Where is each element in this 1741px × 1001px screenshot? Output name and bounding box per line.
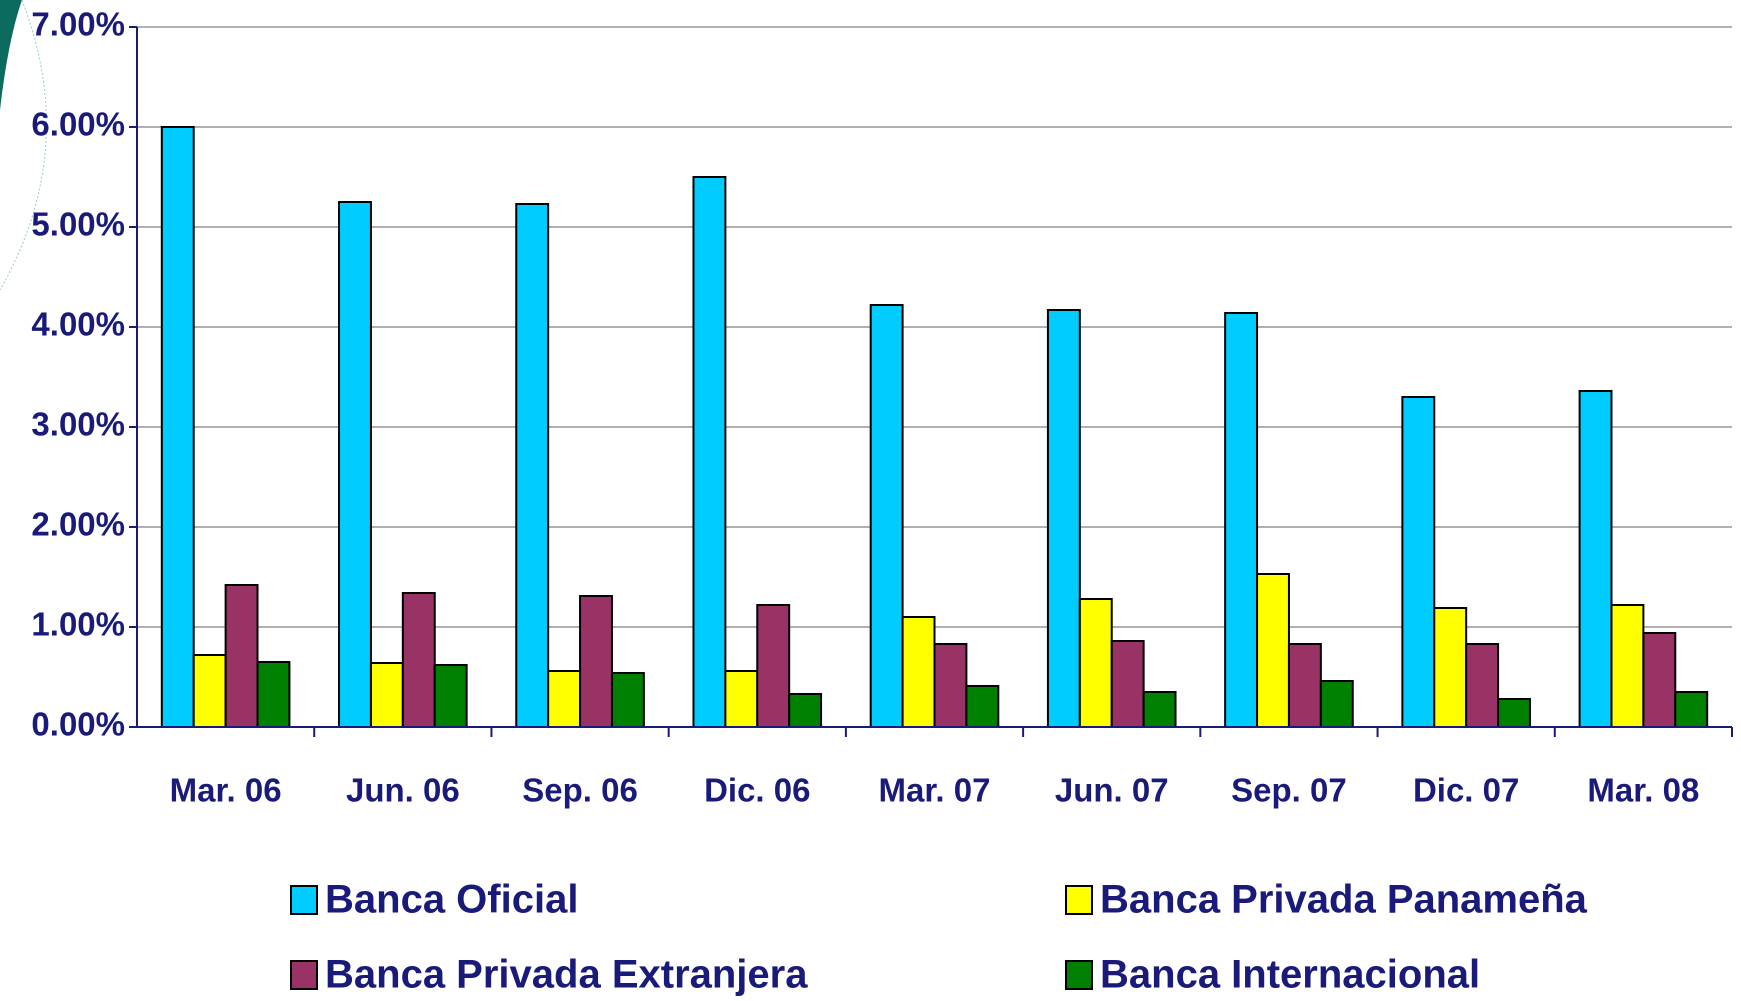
y-tick-label: 5.00% bbox=[31, 206, 125, 243]
bar bbox=[401, 592, 436, 728]
bar bbox=[433, 664, 468, 728]
x-tick-label: Dic. 07 bbox=[1413, 772, 1519, 809]
bar bbox=[1578, 390, 1613, 728]
bar bbox=[192, 654, 227, 728]
bar bbox=[933, 643, 968, 728]
legend-label: Banca Oficial bbox=[325, 878, 578, 922]
decoration-arc bbox=[0, 0, 47, 291]
x-tick-label: Jun. 07 bbox=[1055, 772, 1169, 809]
bar bbox=[692, 176, 727, 728]
legend-swatch bbox=[1065, 960, 1093, 990]
bar bbox=[1642, 632, 1677, 728]
bar bbox=[1142, 691, 1177, 728]
bar bbox=[515, 203, 550, 728]
bar bbox=[160, 126, 195, 728]
bar bbox=[788, 693, 823, 728]
bar bbox=[224, 584, 259, 728]
legend-swatch bbox=[290, 960, 318, 990]
bar bbox=[1319, 680, 1354, 728]
bar bbox=[1078, 598, 1113, 728]
bar bbox=[338, 201, 372, 728]
bar bbox=[1046, 309, 1081, 728]
legend-label: Banca Internacional bbox=[1100, 953, 1480, 997]
x-tick-label: Mar. 07 bbox=[879, 772, 991, 809]
bar bbox=[965, 685, 1000, 728]
bar bbox=[1674, 691, 1709, 728]
x-tick-label: Mar. 08 bbox=[1587, 772, 1699, 809]
bar bbox=[724, 670, 759, 728]
bar bbox=[1465, 643, 1500, 728]
y-tick-label: 7.00% bbox=[31, 6, 125, 43]
bar bbox=[1256, 573, 1290, 728]
x-tick-label: Sep. 06 bbox=[522, 772, 638, 809]
bar bbox=[610, 672, 645, 728]
bar bbox=[901, 616, 936, 728]
x-tick-label: Sep. 07 bbox=[1231, 772, 1347, 809]
bar bbox=[1287, 643, 1322, 728]
y-tick-label: 6.00% bbox=[31, 106, 125, 143]
bar bbox=[1433, 607, 1468, 728]
bar bbox=[756, 604, 791, 728]
x-tick-label: Mar. 06 bbox=[170, 772, 282, 809]
y-tick-label: 1.00% bbox=[31, 606, 125, 643]
bar bbox=[1497, 698, 1531, 728]
legend-swatch bbox=[1065, 885, 1093, 915]
bar bbox=[547, 670, 582, 728]
bar bbox=[369, 662, 404, 728]
bar bbox=[1224, 312, 1259, 728]
bar bbox=[579, 595, 613, 728]
y-tick-label: 2.00% bbox=[31, 506, 125, 543]
bar bbox=[869, 304, 904, 728]
legend-swatch bbox=[290, 885, 318, 915]
x-tick-label: Dic. 06 bbox=[704, 772, 810, 809]
y-tick-label: 4.00% bbox=[31, 306, 125, 343]
bar bbox=[1110, 640, 1145, 728]
bar bbox=[1401, 396, 1436, 728]
bar bbox=[256, 661, 291, 728]
legend-label: Banca Privada Panameña bbox=[1100, 878, 1588, 922]
bar bbox=[1610, 604, 1645, 728]
decoration bbox=[0, 0, 22, 110]
y-tick-label: 0.00% bbox=[31, 706, 125, 743]
y-tick-label: 3.00% bbox=[31, 406, 125, 443]
legend-label: Banca Privada Extranjera bbox=[325, 953, 808, 997]
x-tick-label: Jun. 06 bbox=[346, 772, 460, 809]
